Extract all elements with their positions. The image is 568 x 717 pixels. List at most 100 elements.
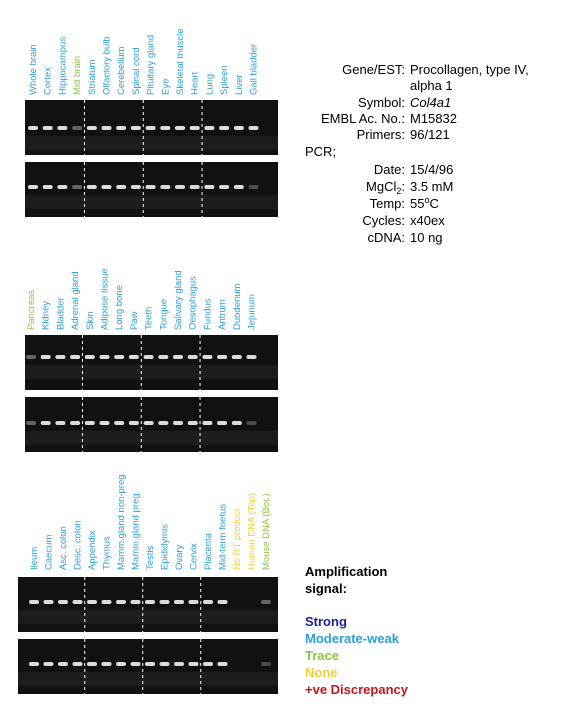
lane-label: Fundus [202,298,213,330]
band [203,662,213,666]
band [26,421,36,425]
lane-label: Olfactory bulb [102,36,113,95]
band [58,600,68,604]
band [261,662,271,666]
lane-label: Whole brain [28,44,39,95]
lane-label: Eye [160,79,171,95]
band [99,421,110,425]
band [58,662,68,666]
lane-label: Mouse DNA (Bot.) [261,493,272,570]
band [231,355,242,359]
band [28,126,38,130]
band [217,662,228,666]
info-key: Symbol: [358,95,405,110]
info-value-part: C [429,196,438,211]
band [101,600,112,604]
info-value: 3.5 mM [410,179,453,194]
info-value: alpha 1 [410,78,453,93]
band [231,421,242,425]
info-value: 55oC [410,195,439,211]
band [130,185,141,189]
lane-label: Antrum [217,299,228,330]
band [217,355,228,359]
legend: Amplification signal: Strong Moderate-wea… [305,564,409,697]
lane-label: Jejunum [247,294,258,330]
band [40,421,51,425]
band [43,662,54,666]
lane-label: Spleen [219,65,230,95]
info-key: Date: [374,162,405,177]
band [160,185,171,189]
info-value-part: 55 [410,196,424,211]
info-heading: PCR; [305,144,336,159]
lane-label: Salivary gland [173,270,184,330]
lane-label: Hippocampus [57,37,68,95]
band [189,185,200,189]
legend-item: Trace [305,648,339,663]
info-key: MgCl2: [366,179,405,196]
band [188,662,199,666]
lane-label: Lung [204,74,215,95]
band [248,126,259,130]
legend-item: +ve Discrepancy [305,682,409,697]
info-key: Gene/EST: [342,62,405,77]
band [116,600,126,604]
band [42,185,53,189]
band [130,126,141,130]
band [219,126,230,130]
info-key: cDNA: [367,230,405,245]
band [202,421,213,425]
lane-label: Cortex [43,67,54,95]
gel-smear [25,431,278,445]
band [143,421,154,425]
lane-label: Kidney [41,301,52,330]
lane-label: Bladder [55,297,66,330]
band [217,600,228,604]
lane-label: Spinal cord [131,47,142,95]
lane-label: Skeletal muscle [175,28,186,95]
band [55,421,66,425]
gel-smear [25,136,278,150]
lane-label: Mamm.gland preg. [131,491,142,570]
band [42,126,53,130]
band [187,421,198,425]
band [114,421,125,425]
info-key: Cycles: [362,213,405,228]
lane-label: Teeth [144,307,155,330]
band [29,662,39,666]
band [57,185,68,189]
band [130,600,141,604]
band [70,355,81,359]
band [203,600,213,604]
band [72,600,83,604]
band [145,126,156,130]
band [204,126,215,130]
legend-title: Amplification [305,564,387,579]
lane-label: Adipose tissue [100,268,111,330]
lane-label: Skin [85,312,96,330]
band [28,185,38,189]
lane-label: Appendix [87,530,98,570]
band [40,355,51,359]
band [173,355,183,359]
legend-title: signal: [305,581,347,596]
band [158,421,169,425]
band [175,126,185,130]
lane-label: Striatum [87,60,98,95]
band [217,421,228,425]
lane-label: Mid-term foetus [218,504,229,570]
band [248,185,259,189]
lane-label: Human DNA (Top) [247,493,258,570]
lane-label: Mamm.gland non-preg. [116,472,127,570]
band [114,355,125,359]
legend-item: Strong [305,614,347,629]
band [130,662,141,666]
lane-label: Testis [145,545,156,570]
lane-label: Pituitary gland [146,35,157,95]
band [84,421,95,425]
gel [25,335,278,390]
info-value: 10 ng [410,230,443,245]
band [143,355,154,359]
band [189,126,200,130]
lane-label: No RT product [232,508,243,570]
